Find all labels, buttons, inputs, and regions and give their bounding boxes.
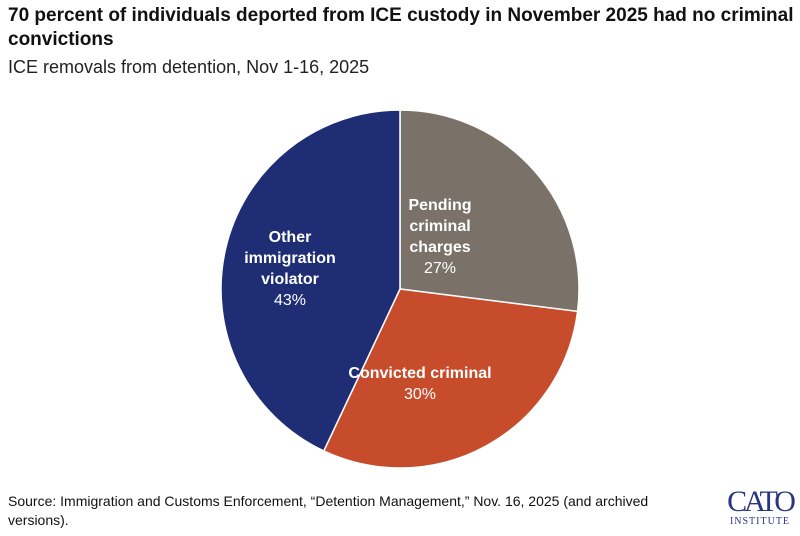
slice-label-line: Other bbox=[269, 229, 312, 246]
chart-title: 70 percent of individuals deported from … bbox=[8, 5, 794, 50]
slice-label-line: criminal bbox=[409, 218, 470, 235]
slice-label: Convicted criminal 30% bbox=[348, 365, 491, 403]
chart-subtitle: ICE removals from detention, Nov 1-16, 2… bbox=[8, 57, 370, 77]
slice-label-line: violator bbox=[261, 271, 319, 288]
logo-subtext: INSTITUTE bbox=[729, 516, 791, 527]
pie-slice-other-immigration-violator bbox=[220, 109, 401, 452]
slice-label: Pending criminal charges 27% bbox=[408, 197, 471, 277]
logo-text: CATO bbox=[727, 485, 796, 518]
cato-logo: CATO INSTITUTE bbox=[722, 485, 798, 528]
slice-value-label: 30% bbox=[404, 386, 436, 403]
slice-value-label: 43% bbox=[274, 292, 306, 309]
source-note: Source: Immigration and Customs Enforcem… bbox=[8, 493, 649, 528]
slice-label-line: immigration bbox=[244, 250, 336, 267]
slice-label-line: Convicted criminal bbox=[348, 365, 491, 382]
pie-slice-pending-criminal-charges bbox=[399, 109, 580, 313]
slice-label: Other immigration violator 43% bbox=[244, 229, 336, 309]
slice-value-label: 27% bbox=[424, 260, 456, 277]
pie-slice-convicted-criminal bbox=[322, 288, 579, 469]
slice-label-line: charges bbox=[409, 239, 470, 256]
slice-label-line: Pending bbox=[408, 197, 471, 214]
